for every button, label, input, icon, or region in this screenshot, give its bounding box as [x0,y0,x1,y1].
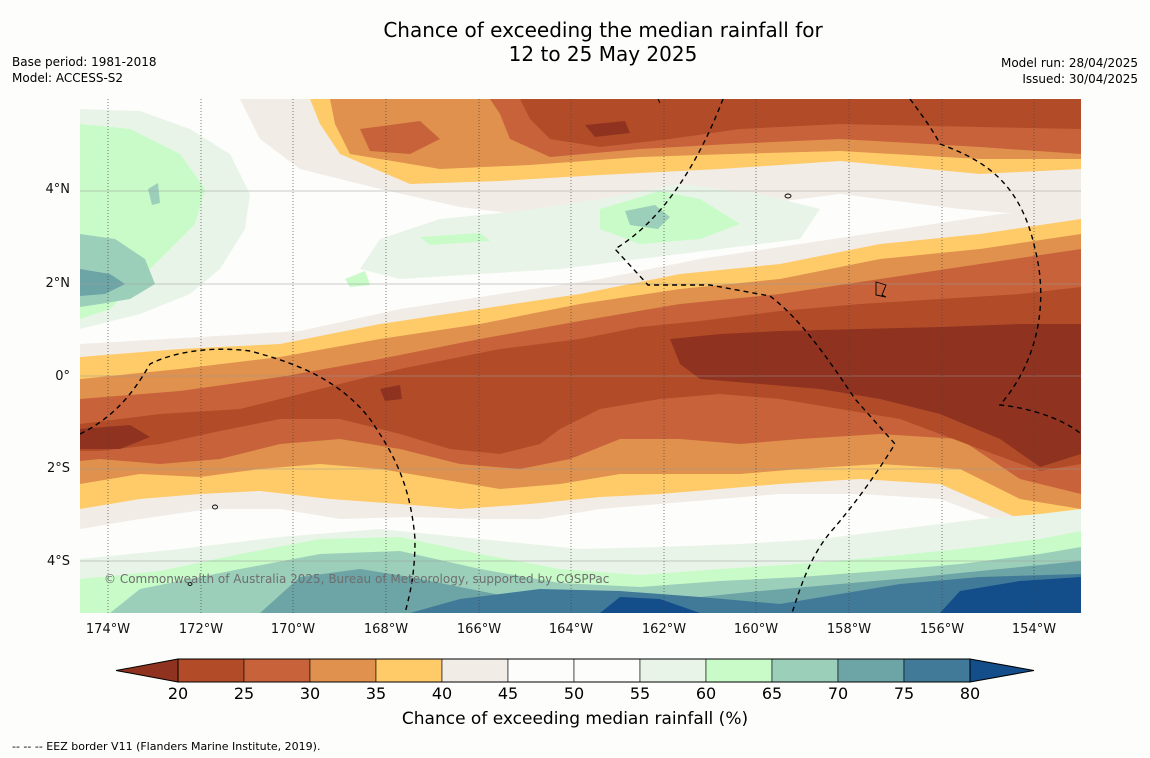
islands [187,99,887,586]
colorbar-cell [771,658,839,683]
colorbar-cell [177,658,245,683]
colorbar-tick-35: 35 [365,684,387,703]
lat-label-2s: 2°S [46,461,70,476]
colorbar-cell [243,658,311,683]
island-1 [875,281,887,298]
lat-label-2n: 2°N [45,276,71,291]
island-2 [784,193,792,199]
model-run-text: Model run: 28/04/2025 [1000,56,1138,70]
lon-label-164w: 164°W [548,622,594,637]
lon-label-168w: 168°W [363,622,409,637]
colorbar-tick-80: 80 [959,684,981,703]
lat-label-4s: 4°S [46,554,70,569]
colorbar-tick-25: 25 [233,684,255,703]
island-5 [657,99,661,104]
colorbar-cell [441,658,509,683]
colorbar-outline-right [969,658,1035,683]
island-3 [212,504,218,510]
colorbar-cell [639,658,707,683]
colorbar-tick-55: 55 [629,684,651,703]
colorbar-cell [375,658,443,683]
contour-main-20c [80,425,150,449]
contour-main-20 [670,324,1081,467]
colorbar-tick-50: 50 [563,684,585,703]
colorbar-tick-60: 60 [695,684,717,703]
colorbar-cell [837,658,905,683]
colorbar-cell [309,658,377,683]
contour-south-75 [410,574,1081,613]
map-svg [80,99,1081,613]
eez-borders [80,99,1081,613]
lon-label-156w: 156°W [919,622,965,637]
meta-right: Model run: 28/04/2025 Issued: 30/04/2025 [1001,55,1138,87]
colorbar-tick-45: 45 [497,684,519,703]
contour-west-70 [80,269,125,296]
lon-label-166w: 166°W [456,622,502,637]
contour-north-30b [360,121,440,154]
contour-main-20b [380,385,402,401]
colorbar-cell [573,658,641,683]
base-period-text: Base period: 1981-2018 [12,55,157,69]
colorbar-tick-30: 30 [299,684,321,703]
copyright-text: © Commonwealth of Australia 2025, Bureau… [104,572,610,586]
map-title: Chance of exceeding the median rainfall … [0,18,1150,66]
lon-label-158w: 158°W [826,622,872,637]
issued-text: Issued: 30/04/2025 [1022,72,1138,86]
eez-border-east [909,99,1081,435]
colorbar-title: Chance of exceeding median rainfall (%) [401,709,749,729]
colorbar-extend-high [970,659,1034,682]
lon-label-160w: 160°W [733,622,779,637]
colorbar-tick-75: 75 [893,684,915,703]
title-line-1: Chance of exceeding the median rainfall … [383,18,823,42]
lat-gridlines [80,190,1081,562]
lon-label-154w: 154°W [1011,622,1057,637]
lon-label-162w: 162°W [641,622,687,637]
title-line-2: 12 to 25 May 2025 [508,42,698,66]
lon-label-172w: 172°W [178,622,224,637]
colorbar-tick-20: 20 [167,684,189,703]
colorbar-tick-40: 40 [431,684,453,703]
contour-south-80 [600,597,700,613]
contour-central-60c [345,271,370,287]
contour-south-80b [940,577,1081,613]
model-text: Model: ACCESS-S2 [12,71,124,85]
lon-label-170w: 170°W [270,622,316,637]
colorbar [115,658,1035,683]
rainfall-map: © Commonwealth of Australia 2025, Bureau… [80,99,1081,613]
eez-border-center [613,99,896,613]
lat-label-4n: 4°N [45,182,71,197]
lon-label-174w: 174°W [85,622,131,637]
colorbar-cells [116,658,1034,683]
contour-central-60b [420,233,490,245]
colorbar-cell [705,658,773,683]
contour-north-20 [585,121,630,137]
colorbar-tick-65: 65 [761,684,783,703]
colorbar-tick-70: 70 [827,684,849,703]
colorbar-extend-low [116,659,178,682]
contour-north-25 [520,99,1081,147]
lat-label-0: 0° [55,369,70,384]
contour-central-60 [600,191,740,244]
colorbar-cell [903,658,971,683]
colorbar-cell [507,658,575,683]
meta-left: Base period: 1981-2018 Model: ACCESS-S2 [12,54,157,86]
contour-west-65b [148,183,160,205]
eez-legend-footer: -- -- -- EEZ border V11 (Flanders Marine… [12,740,321,753]
island-4 [187,582,193,586]
